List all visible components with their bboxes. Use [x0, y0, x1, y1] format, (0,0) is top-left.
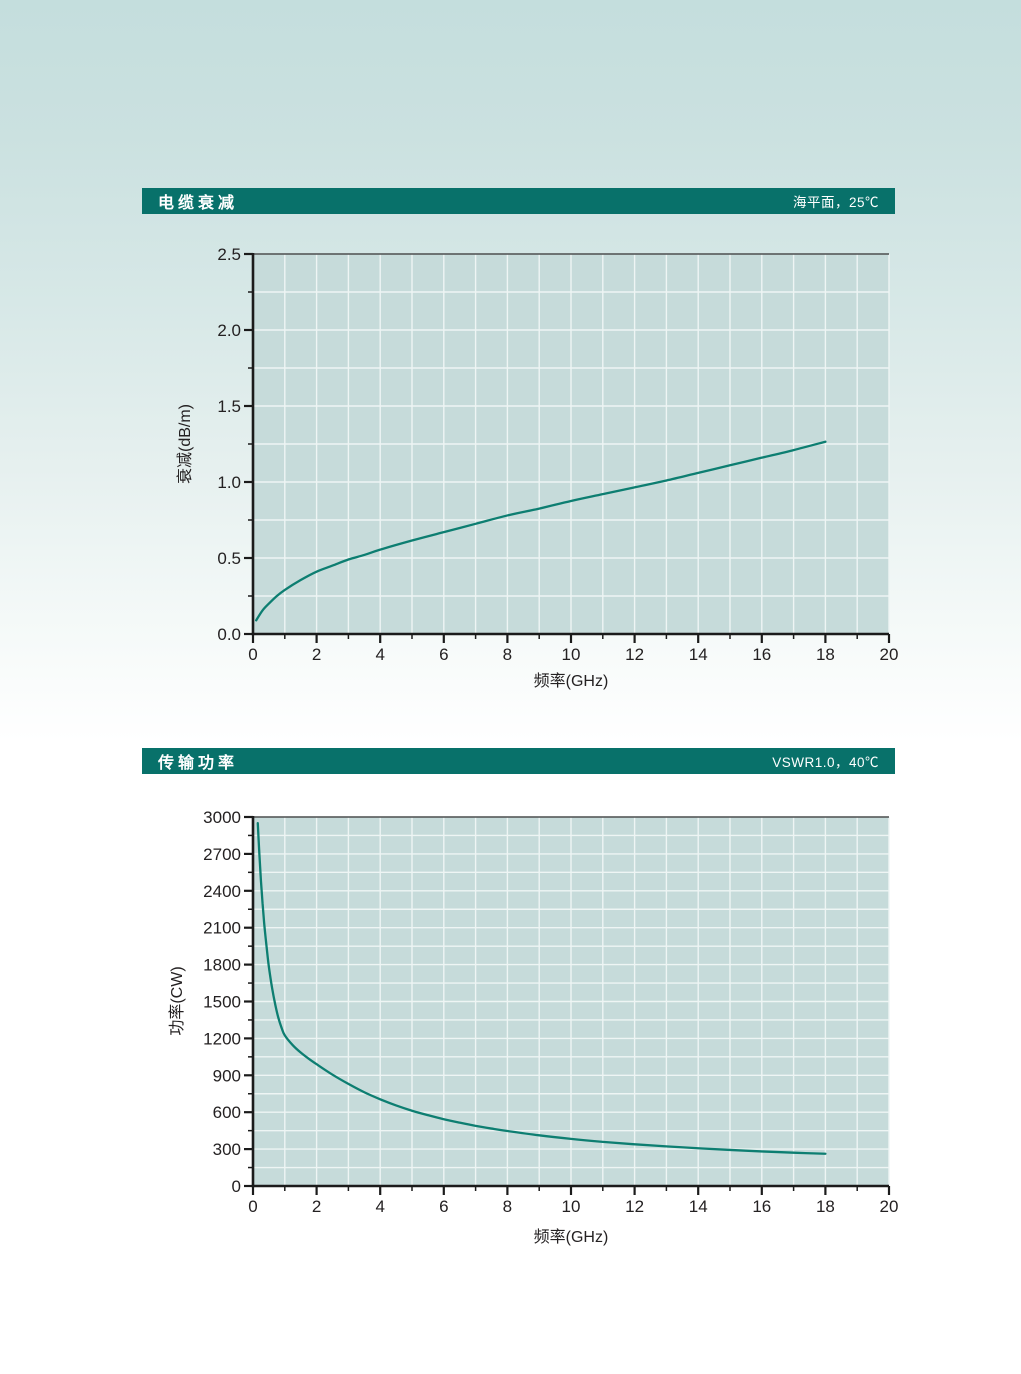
x-tick-label: 12 — [625, 1197, 644, 1216]
y-axis-title: 衰减(dB/m) — [176, 404, 194, 484]
attenuation-chart: 0 2 4 6 8 10 12 14 16 18 20 0.0 0.5 1.0 1.5 2.0 2.5 频率(GH… — [176, 245, 899, 690]
attenuation-condition-note: 海平面，25℃ — [792, 195, 879, 210]
x-tick-label: 16 — [752, 645, 771, 664]
x-tick-label: 8 — [503, 1197, 512, 1216]
x-axis-title: 频率(GHz) — [534, 672, 609, 690]
y-tick-label: 0.0 — [217, 625, 241, 644]
y-axis-title: 功率(CW) — [168, 966, 186, 1035]
y-tick-label: 1200 — [203, 1029, 241, 1048]
x-tick-label: 2 — [312, 645, 321, 664]
x-tick-label: 2 — [312, 1197, 321, 1216]
x-tick-label: 10 — [562, 645, 581, 664]
x-tick-label: 12 — [625, 645, 644, 664]
power-section-header: 传输功率 VSWR1.0，40℃ — [142, 748, 895, 774]
x-tick-label: 14 — [689, 645, 708, 664]
y-tick-label: 900 — [213, 1066, 241, 1085]
power-section-title: 传输功率 — [158, 755, 239, 772]
y-tick-label: 2400 — [203, 882, 241, 901]
x-tick-label: 14 — [689, 1197, 708, 1216]
y-tick-label: 0.5 — [217, 549, 241, 568]
x-tick-label: 4 — [375, 1197, 384, 1216]
x-tick-label: 8 — [503, 645, 512, 664]
x-tick-label: 18 — [816, 1197, 835, 1216]
y-tick-label: 600 — [213, 1103, 241, 1122]
attenuation-section-title: 电缆衰减 — [158, 195, 239, 212]
x-tick-label: 0 — [248, 645, 257, 664]
x-tick-label: 20 — [880, 1197, 899, 1216]
x-tick-label: 16 — [752, 1197, 771, 1216]
power-chart: 0 2 4 6 8 10 12 14 16 18 20 0 300 600 900 1200 1500 1800 2… — [168, 808, 899, 1246]
y-tick-label: 1800 — [203, 956, 241, 975]
y-tick-label: 2700 — [203, 845, 241, 864]
y-tick-label: 1.5 — [217, 397, 241, 416]
x-tick-label: 4 — [375, 645, 384, 664]
y-tick-label: 2.5 — [217, 245, 241, 264]
x-tick-label: 20 — [880, 645, 899, 664]
attenuation-section-header: 电缆衰减 海平面，25℃ — [142, 188, 895, 214]
y-tick-label: 1.0 — [217, 473, 241, 492]
data-curve — [256, 822, 827, 1155]
y-tick-label: 2.0 — [217, 321, 241, 340]
x-tick-label: 0 — [248, 1197, 257, 1216]
y-tick-label: 3000 — [203, 808, 241, 827]
x-tick-label: 6 — [439, 1197, 448, 1216]
y-tick-label: 0 — [232, 1177, 241, 1196]
data-curve — [255, 440, 827, 622]
y-tick-label: 1500 — [203, 993, 241, 1012]
x-tick-label: 6 — [439, 645, 448, 664]
y-tick-label: 2100 — [203, 919, 241, 938]
x-tick-label: 10 — [562, 1197, 581, 1216]
power-condition-note: VSWR1.0，40℃ — [772, 755, 879, 770]
x-axis-title: 频率(GHz) — [534, 1228, 609, 1246]
y-tick-label: 300 — [213, 1140, 241, 1159]
x-tick-label: 18 — [816, 645, 835, 664]
